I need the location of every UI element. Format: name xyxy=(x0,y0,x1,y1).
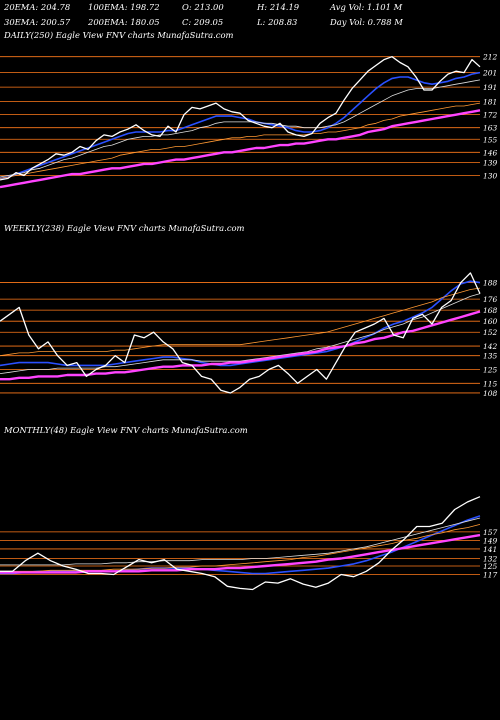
stat-high: H: 214.19 xyxy=(257,2,300,12)
weekly-level-label: 135 xyxy=(483,352,498,361)
weekly-ema-line-3 xyxy=(0,287,481,357)
daily-level-label: 139 xyxy=(483,158,498,167)
stat-20ema: 20EMA: 204.78 xyxy=(4,2,71,12)
weekly-ema-line-1 xyxy=(0,280,481,367)
daily-level-label: 191 xyxy=(483,83,497,92)
stat-30ema: 30EMA: 200.57 xyxy=(4,17,71,27)
weekly-level-label: 152 xyxy=(483,328,498,337)
stat-avg-vol: Avg Vol: 1.101 M xyxy=(330,2,403,12)
daily-ema-line-4 xyxy=(0,109,481,189)
monthly-level-label: 149 xyxy=(483,536,498,545)
weekly-price-line xyxy=(0,272,481,394)
weekly-level-label: 188 xyxy=(483,279,498,288)
daily-ema-line-1 xyxy=(0,71,481,180)
weekly-ema-line-4 xyxy=(0,310,481,381)
weekly-level-label: 115 xyxy=(483,379,498,388)
monthly-ema-line-1 xyxy=(0,515,481,575)
monthly-level-label: 117 xyxy=(483,571,498,580)
stat-200ema: 200EMA: 180.05 xyxy=(88,17,160,27)
monthly-ema-line-4 xyxy=(0,533,481,574)
weekly-level-label: 125 xyxy=(483,366,498,375)
monthly-level-label: 125 xyxy=(483,562,498,571)
monthly-level-label: 141 xyxy=(483,545,497,554)
weekly-chart-title: WEEKLY(238) Eagle View FNV charts Munafa… xyxy=(4,223,245,233)
daily-level-label: 181 xyxy=(483,98,497,107)
daily-ema-line-2 xyxy=(0,79,481,178)
daily-level-label: 172 xyxy=(483,111,498,120)
daily-level-label: 163 xyxy=(483,124,498,133)
stat-low: L: 208.83 xyxy=(257,17,298,27)
stats-header: 20EMA: 204.78 100EMA: 198.72 O: 213.00 H… xyxy=(4,2,496,32)
daily-level-label: 155 xyxy=(483,135,498,144)
monthly-level-label: 157 xyxy=(483,528,498,537)
daily-chart-title: DAILY(250) Eagle View FNV charts MunafaS… xyxy=(4,30,234,40)
daily-level-label: 212 xyxy=(482,53,498,62)
monthly-chart-title: MONTHLY(48) Eagle View FNV charts Munafa… xyxy=(4,425,248,435)
daily-price-line xyxy=(0,56,481,181)
daily-ema-line-3 xyxy=(0,102,481,179)
monthly-level-label: 132 xyxy=(483,555,498,564)
daily-level-label: 201 xyxy=(482,69,497,78)
weekly-level-label: 142 xyxy=(483,342,498,351)
weekly-level-label: 108 xyxy=(483,389,498,398)
stat-day-vol: Day Vol: 0.788 M xyxy=(330,17,403,27)
weekly-level-label: 168 xyxy=(483,306,498,315)
weekly-level-label: 160 xyxy=(483,317,498,326)
stat-100ema: 100EMA: 198.72 xyxy=(88,2,160,12)
daily-level-label: 146 xyxy=(483,148,498,157)
stat-close: C: 209.05 xyxy=(182,17,224,27)
monthly-ema-line-2 xyxy=(0,517,481,566)
monthly-price-line xyxy=(0,496,481,591)
stat-open: O: 213.00 xyxy=(182,2,224,12)
daily-level-label: 130 xyxy=(483,172,498,181)
weekly-level-label: 176 xyxy=(483,295,498,304)
